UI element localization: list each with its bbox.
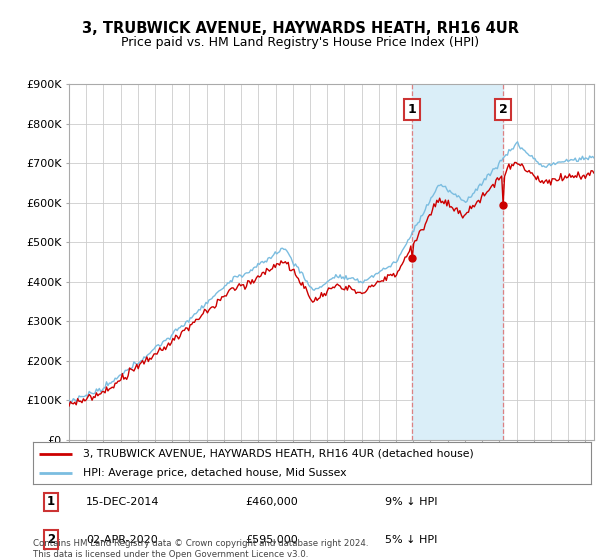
Text: Price paid vs. HM Land Registry's House Price Index (HPI): Price paid vs. HM Land Registry's House … [121,36,479,49]
Text: 2: 2 [47,533,55,546]
Text: 9% ↓ HPI: 9% ↓ HPI [385,497,437,507]
Text: £595,000: £595,000 [245,535,298,545]
Text: 02-APR-2020: 02-APR-2020 [86,535,158,545]
Text: 2: 2 [499,103,508,116]
Text: 5% ↓ HPI: 5% ↓ HPI [385,535,437,545]
Text: 15-DEC-2014: 15-DEC-2014 [86,497,160,507]
Text: 1: 1 [408,103,416,116]
Text: 3, TRUBWICK AVENUE, HAYWARDS HEATH, RH16 4UR (detached house): 3, TRUBWICK AVENUE, HAYWARDS HEATH, RH16… [83,449,474,459]
Text: £460,000: £460,000 [245,497,298,507]
Text: 3, TRUBWICK AVENUE, HAYWARDS HEATH, RH16 4UR: 3, TRUBWICK AVENUE, HAYWARDS HEATH, RH16… [82,21,518,36]
Text: 1: 1 [47,496,55,508]
Text: HPI: Average price, detached house, Mid Sussex: HPI: Average price, detached house, Mid … [83,468,347,478]
Bar [412,84,503,440]
Text: Contains HM Land Registry data © Crown copyright and database right 2024.
This d: Contains HM Land Registry data © Crown c… [33,539,368,559]
